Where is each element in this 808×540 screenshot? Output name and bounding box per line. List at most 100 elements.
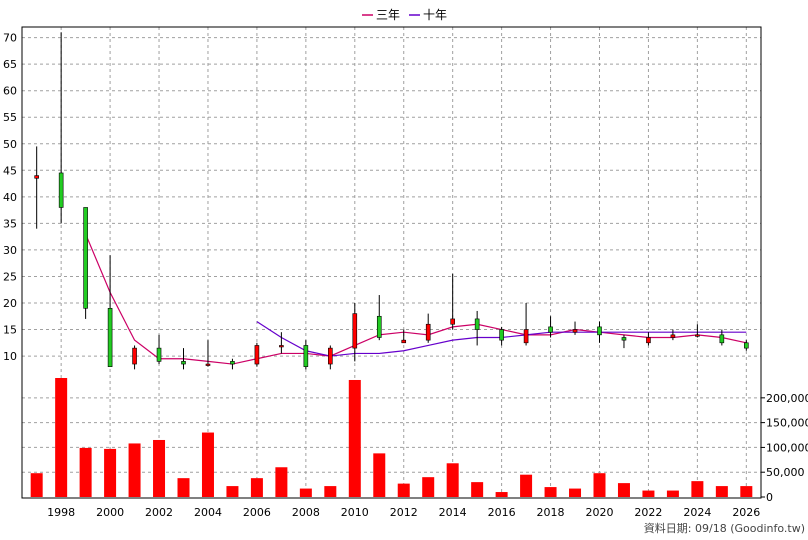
volume-bar: [715, 486, 728, 497]
volume-bar: [617, 483, 630, 497]
price-tick-label: 70: [3, 32, 17, 45]
volume-bar: [422, 477, 435, 497]
x-tick-label: 2020: [585, 506, 613, 519]
price-tick-label: 35: [3, 217, 17, 230]
volume-bar: [153, 439, 166, 497]
candle: [597, 321, 602, 343]
price-tick-label: 55: [3, 111, 17, 124]
volume-bar: [348, 379, 361, 497]
x-tick-label: 1998: [47, 506, 75, 519]
volume-bar: [104, 448, 117, 497]
candle: [156, 334, 162, 365]
candle-body: [744, 342, 749, 349]
candle: [205, 340, 211, 367]
candle-body: [646, 337, 651, 344]
volume-bar: [397, 483, 410, 497]
candle: [646, 332, 651, 346]
volume-bar: [740, 486, 753, 497]
candle-body: [474, 318, 480, 330]
candle-body: [548, 326, 553, 333]
volume-tick-label: 200,000: [766, 392, 808, 405]
candle: [401, 329, 407, 344]
candle: [499, 326, 504, 346]
candle-body: [597, 326, 602, 336]
candle: [744, 340, 749, 351]
candle: [34, 146, 39, 229]
candle: [107, 255, 113, 367]
candle: [474, 310, 480, 346]
price-tick-label: 20: [3, 297, 17, 310]
legend-label-3y: 三年: [376, 8, 400, 22]
candle-body: [401, 339, 407, 344]
x-tick-label: 2012: [390, 506, 418, 519]
x-tick-label: 2016: [488, 506, 516, 519]
volume-bars: [30, 378, 753, 497]
candle: [83, 207, 88, 319]
price-tick-label: 25: [3, 270, 17, 283]
candle: [523, 303, 529, 346]
candle: [621, 334, 627, 349]
data-date-footer: 資料日期: 09/18 (Goodinfo.tw): [644, 521, 805, 535]
candle-body: [279, 345, 284, 348]
price-tick-label: 65: [3, 58, 17, 71]
candle-body: [205, 363, 211, 366]
volume-bar: [177, 478, 190, 497]
candle-body: [719, 334, 725, 344]
candle-body: [425, 323, 431, 341]
candle: [695, 324, 700, 338]
candle-body: [34, 175, 39, 179]
candle: [670, 329, 676, 341]
x-tick-label: 2010: [341, 506, 369, 519]
volume-bar: [30, 473, 43, 497]
candle-body: [58, 172, 64, 208]
plot-frame: [21, 26, 762, 499]
volume-bar: [201, 432, 214, 497]
volume-bar: [593, 473, 606, 497]
volume-bar: [299, 488, 312, 497]
candle-body: [230, 361, 235, 365]
candle: [572, 321, 578, 335]
volume-bar: [691, 481, 704, 497]
price-tick-label: 50: [3, 138, 17, 151]
candle: [425, 313, 431, 343]
axis-labels: 1998 2000 2002 2004 2006 2008 2010 2012 2014 2016…: [3, 32, 808, 519]
candle: [303, 340, 309, 370]
candle: [254, 342, 260, 367]
x-tick-label: 2000: [96, 506, 124, 519]
volume-bar: [55, 378, 68, 497]
legend-label-10y: 十年: [423, 8, 447, 22]
candle-body: [132, 347, 137, 365]
candle-body: [572, 329, 578, 333]
ma-line: [85, 233, 747, 365]
candle: [132, 345, 137, 370]
volume-bar: [324, 486, 337, 497]
legend: 三年 十年: [362, 8, 447, 22]
x-tick-label: 2018: [537, 506, 565, 519]
price-tick-label: 45: [3, 164, 17, 177]
candle-body: [156, 347, 162, 362]
candle: [181, 348, 186, 370]
x-tick-label: 2014: [439, 506, 467, 519]
price-tick-label: 40: [3, 191, 17, 204]
candle: [58, 32, 64, 224]
volume-tick-label: 0: [766, 491, 773, 504]
candle: [548, 316, 553, 338]
candle-body: [523, 329, 529, 344]
volume-bar: [520, 474, 533, 497]
x-tick-label: 2004: [194, 506, 222, 519]
x-tick-label: 2024: [683, 506, 711, 519]
volume-bar: [446, 463, 459, 497]
candle: [279, 332, 284, 354]
candle-body: [181, 361, 186, 365]
candle-body: [621, 337, 627, 341]
volume-bar: [666, 490, 679, 497]
x-tick-label: 2008: [292, 506, 320, 519]
candle: [450, 273, 455, 330]
candlesticks: [34, 32, 749, 370]
candle: [230, 358, 235, 370]
candle-body: [83, 207, 88, 309]
candle: [719, 329, 725, 346]
volume-tick-label: 50,000: [766, 466, 805, 479]
candle: [352, 303, 358, 362]
candle-body: [107, 308, 113, 367]
